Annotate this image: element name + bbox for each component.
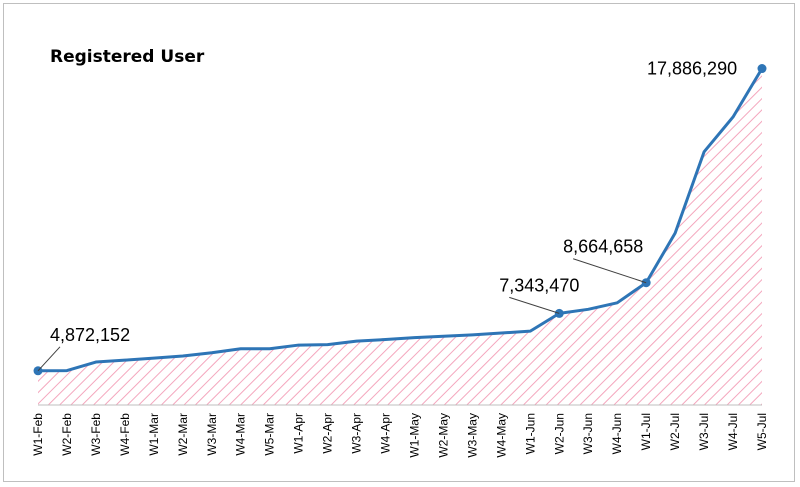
x-tick-label: W1-Feb [31, 413, 45, 456]
x-tick-label: W2-Jul [668, 413, 682, 450]
data-label: 17,886,290 [647, 59, 737, 79]
x-tick-label: W2-Apr [321, 413, 335, 454]
area-fill [38, 68, 762, 406]
x-tick-label: W1-Apr [292, 413, 306, 454]
data-label: 7,343,470 [499, 275, 579, 295]
x-tick-label: W4-Feb [118, 413, 132, 456]
x-tick-label: W4-Apr [379, 413, 393, 454]
x-tick-label: W3-Apr [350, 413, 364, 454]
x-tick-label: W2-Mar [176, 413, 190, 456]
x-tick-label: W3-Jun [581, 413, 595, 454]
x-tick-label: W3-Jul [697, 413, 711, 450]
x-tick-label: W1-May [407, 413, 421, 458]
annotated-point [757, 64, 767, 74]
series-line [37, 67, 764, 373]
chart-title: Registered User [50, 47, 205, 67]
x-tick-label: W3-Feb [89, 413, 103, 456]
label-leader-line [509, 296, 560, 314]
x-tick-label: W2-Feb [60, 413, 74, 456]
x-tick-label: W1-Mar [147, 413, 161, 456]
x-tick-label: W5-Jul [755, 413, 769, 450]
x-tick-label: W4-Jul [726, 413, 740, 450]
x-tick-label: W2-Jun [552, 413, 566, 454]
label-leader-line [573, 258, 647, 284]
x-tick-label: W4-Jun [610, 413, 624, 454]
x-tick-label: W2-May [436, 413, 450, 458]
data-label: 8,664,658 [563, 237, 643, 257]
x-tick-label: W5-Mar [263, 413, 277, 456]
x-tick-label: W4-May [494, 413, 508, 458]
data-label: 4,872,152 [50, 325, 130, 345]
x-tick-label: W3-May [465, 413, 479, 458]
label-leader-line [37, 346, 61, 372]
x-tick-label: W1-Jul [639, 413, 653, 450]
x-tick-label: W3-Mar [205, 413, 219, 456]
x-tick-label: W1-Jun [523, 413, 537, 454]
x-tick-label: W4-Mar [234, 413, 248, 456]
